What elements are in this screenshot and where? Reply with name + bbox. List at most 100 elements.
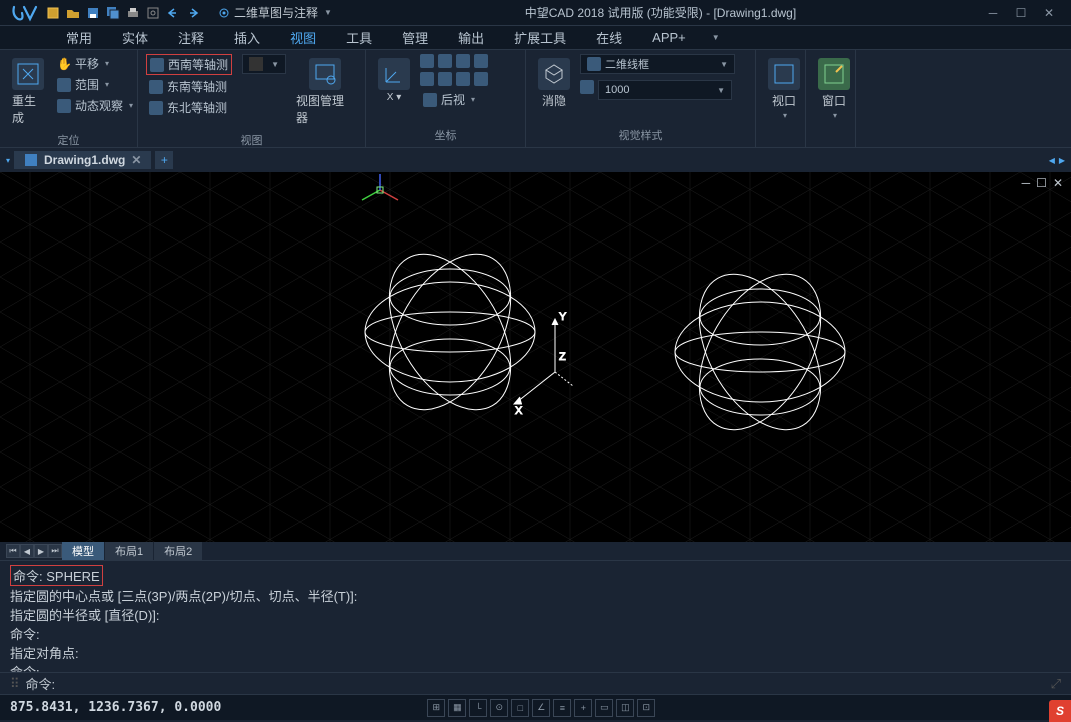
back-view-icon — [423, 93, 437, 107]
ucs-button[interactable]: X ▾ — [374, 54, 414, 107]
view-manager-button[interactable]: 视图管理器 — [292, 54, 357, 130]
tab-prev-icon[interactable]: ◀ — [1049, 156, 1055, 165]
pan-button[interactable]: ✋平移▾ — [54, 54, 136, 73]
close-button[interactable]: ✕ — [1039, 5, 1059, 21]
view-combo[interactable]: ▼ — [242, 54, 286, 74]
qat-save-icon[interactable] — [84, 4, 102, 22]
cmd-handle-icon[interactable]: ⠿ — [10, 676, 20, 692]
layout-next-icon[interactable]: ▶ — [34, 544, 48, 558]
qat-print-icon[interactable] — [124, 4, 142, 22]
orbit-button[interactable]: 动态观察▾ — [54, 96, 136, 115]
inner-close-icon[interactable]: ✕ — [1053, 176, 1063, 190]
layout-last-icon[interactable]: ⏭ — [48, 544, 62, 558]
ucs-icon2[interactable] — [438, 54, 452, 68]
viewport-button[interactable]: 视口▾ — [764, 54, 804, 124]
cmd-line: 命令: — [10, 624, 1061, 643]
tab-layout1[interactable]: 布局1 — [105, 542, 154, 560]
ucs-icon7[interactable] — [456, 72, 470, 86]
ne-iso-button[interactable]: 东北等轴测 — [146, 98, 232, 117]
sw-iso-button[interactable]: 西南等轴测 — [146, 54, 232, 75]
regen-button[interactable]: 重生成 — [8, 54, 48, 130]
ucs-icon8[interactable] — [474, 72, 488, 86]
tab-insert[interactable]: 插入 — [228, 26, 266, 49]
polar-toggle[interactable]: ⊙ — [490, 699, 508, 717]
ucs-icon6[interactable] — [438, 72, 452, 86]
tab-model[interactable]: 模型 — [62, 542, 105, 560]
minimize-button[interactable]: ─ — [983, 5, 1003, 21]
qat-undo-icon[interactable] — [164, 4, 182, 22]
misc-toggle[interactable]: ⊡ — [637, 699, 655, 717]
ortho-toggle[interactable]: └ — [469, 699, 487, 717]
otrack-toggle[interactable]: ∠ — [532, 699, 550, 717]
layout-prev-icon[interactable]: ◀ — [20, 544, 34, 558]
value-combo[interactable]: 1000▼ — [598, 80, 732, 100]
tab-solid[interactable]: 实体 — [116, 26, 154, 49]
layout-first-icon[interactable]: ⏮ — [6, 544, 20, 558]
inner-min-icon[interactable]: ─ — [1022, 176, 1031, 190]
svg-text:X: X — [515, 405, 523, 417]
tab-app[interactable]: APP+ — [646, 28, 692, 47]
tab-next-icon[interactable]: ▶ — [1059, 156, 1065, 165]
osnap-toggle[interactable]: □ — [511, 699, 529, 717]
maximize-button[interactable]: ☐ — [1011, 5, 1031, 21]
cycle-toggle[interactable]: ◫ — [616, 699, 634, 717]
tab-online[interactable]: 在线 — [590, 26, 628, 49]
chevron-down-icon[interactable]: ▼ — [712, 33, 720, 42]
qat-saveall-icon[interactable] — [104, 4, 122, 22]
cube-icon — [150, 58, 164, 72]
tab-view[interactable]: 视图 — [284, 26, 322, 49]
tab-common[interactable]: 常用 — [60, 26, 98, 49]
inner-window-controls: ─ ☐ ✕ — [1022, 176, 1063, 190]
tab-tools[interactable]: 工具 — [340, 26, 378, 49]
ucs-icon4[interactable] — [474, 54, 488, 68]
tab-manage[interactable]: 管理 — [396, 26, 434, 49]
ime-badge[interactable]: S — [1049, 700, 1071, 722]
tab-ext[interactable]: 扩展工具 — [508, 26, 572, 49]
document-filename: Drawing1.dwg — [44, 153, 125, 167]
gear-icon — [218, 7, 230, 19]
ribbon-tabs: 常用 实体 注释 插入 视图 工具 管理 输出 扩展工具 在线 APP+ ▼ — [0, 26, 1071, 50]
new-tab-button[interactable]: + — [155, 151, 173, 169]
qat-new-icon[interactable] — [44, 4, 62, 22]
ucs-x-icon: X ▾ — [387, 92, 401, 103]
inner-max-icon[interactable]: ☐ — [1036, 176, 1047, 190]
cube-icon — [149, 101, 163, 115]
se-iso-button[interactable]: 东南等轴测 — [146, 77, 232, 96]
cmd-line: 指定对角点: — [10, 643, 1061, 662]
tab-layout2[interactable]: 布局2 — [154, 542, 203, 560]
snap-toggle[interactable]: ⊞ — [427, 699, 445, 717]
drawing-canvas[interactable]: ─ ☐ ✕ — [0, 172, 1071, 542]
pan-icon: ✋ — [57, 57, 71, 71]
wireframe-combo[interactable]: 二维线框▼ — [580, 54, 735, 74]
tab-output[interactable]: 输出 — [452, 26, 490, 49]
regen-icon — [12, 58, 44, 90]
workspace-selector[interactable]: 二维草图与注释 ▼ — [212, 3, 338, 22]
qat-preview-icon[interactable] — [144, 4, 162, 22]
document-tab[interactable]: Drawing1.dwg ✕ — [14, 151, 151, 169]
qat-open-icon[interactable] — [64, 4, 82, 22]
command-history: 命令: SPHERE 指定圆的中心点或 [三点(3P)/两点(2P)/切点、切点… — [0, 560, 1071, 672]
tab-list-icon[interactable]: ▾ — [6, 156, 10, 165]
panel-viewport: 视口▾ — [756, 50, 806, 147]
ucs-icon1[interactable] — [420, 54, 434, 68]
ucs-icon5[interactable] — [420, 72, 434, 86]
status-toggles: ⊞ ▦ └ ⊙ □ ∠ ≡ + ▭ ◫ ⊡ — [427, 699, 655, 717]
window-button[interactable]: 窗口▾ — [814, 54, 854, 124]
extent-button[interactable]: 范围▾ — [54, 75, 136, 94]
cmd-expand-icon[interactable]: ⤢ — [1051, 676, 1061, 692]
ucs-icon3[interactable] — [456, 54, 470, 68]
dyn-toggle[interactable]: + — [574, 699, 592, 717]
grid-toggle[interactable]: ▦ — [448, 699, 466, 717]
tab-annotate[interactable]: 注释 — [172, 26, 210, 49]
back-view-button[interactable]: 后视▾ — [420, 90, 488, 109]
vstyle-icon1[interactable] — [580, 80, 594, 94]
chevron-down-icon: ▼ — [324, 8, 332, 17]
qat-redo-icon[interactable] — [184, 4, 202, 22]
tab-close-icon[interactable]: ✕ — [131, 153, 141, 167]
model-toggle[interactable]: ▭ — [595, 699, 613, 717]
orbit-icon — [57, 99, 71, 113]
lwt-toggle[interactable]: ≡ — [553, 699, 571, 717]
cmd-line: 命令: — [10, 662, 1061, 672]
command-input[interactable] — [59, 676, 1050, 691]
hide-button[interactable]: 消隐 — [534, 54, 574, 113]
